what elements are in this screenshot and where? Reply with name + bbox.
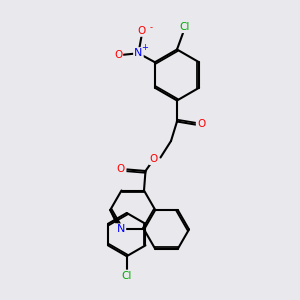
Text: O: O xyxy=(197,119,205,130)
Text: O: O xyxy=(137,26,146,36)
Text: Cl: Cl xyxy=(122,271,132,281)
Text: Cl: Cl xyxy=(179,22,190,32)
Text: -: - xyxy=(149,23,152,32)
Text: +: + xyxy=(142,44,148,52)
Text: O: O xyxy=(114,50,122,60)
Text: O: O xyxy=(117,164,125,175)
Text: N: N xyxy=(117,224,125,235)
Text: O: O xyxy=(150,154,158,164)
Text: N: N xyxy=(134,48,142,58)
